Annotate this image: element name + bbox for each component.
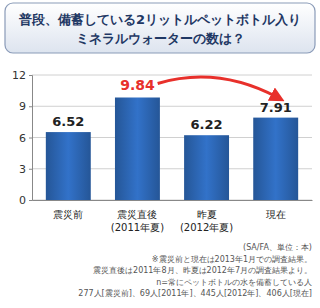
y-tick-label: 3	[19, 163, 26, 176]
y-tick-label: 9	[19, 100, 26, 113]
y-tick-mark	[29, 106, 32, 107]
y-tick-mark	[29, 75, 32, 76]
y-tick: 3	[19, 163, 32, 176]
y-tick-label: 0	[19, 194, 26, 207]
trend-arrow	[158, 77, 278, 98]
note: 震災直後は2011年8月、昨夏は2012年7月の調査結果より。	[93, 266, 312, 275]
y-tick-label: 6	[19, 132, 26, 145]
x-tick-label: 現在	[266, 209, 286, 220]
note: 277人[震災前]、69人[2011年]、445人[2012年]、406人[現在…	[78, 289, 312, 298]
x-axis-line	[33, 200, 313, 201]
x-tick: 震災前	[53, 200, 83, 220]
x-tick: 昨夏 (2012年夏)	[180, 200, 233, 233]
x-tick-label-line: 昨夏	[197, 209, 217, 220]
y-tick-mark	[29, 169, 32, 170]
y-tick: 6	[19, 132, 32, 145]
y-tick: 0	[19, 194, 32, 207]
bar	[115, 98, 160, 201]
data-label: 6.52	[52, 114, 84, 129]
x-tick-label-line: 震災前	[53, 209, 83, 220]
bar	[253, 118, 298, 200]
bars	[46, 98, 298, 201]
y-tick: 12	[12, 69, 32, 82]
title: 普段、備蓄している2リットルペットボトル入り	[18, 12, 301, 27]
grid-line	[32, 75, 312, 76]
x-tick: 現在	[266, 200, 286, 220]
title-box	[5, 3, 315, 53]
x-tick-label-line: (2011年夏)	[111, 222, 164, 233]
data-labels: 6.52 9.84 6.22 7.91	[52, 77, 291, 133]
title: ミネラルウォーターの数は？	[76, 31, 245, 46]
y-tick-label: 12	[12, 69, 26, 82]
data-label: 9.84	[120, 77, 155, 93]
x-tick-label: 昨夏 (2012年夏)	[180, 209, 233, 233]
x-tick-label-line: (2012年夏)	[180, 222, 233, 233]
x-tick-label-line: 現在	[266, 209, 286, 220]
y-tick-mark	[29, 200, 32, 201]
grid	[32, 75, 312, 200]
x-tick-label: 震災直後 (2011年夏)	[111, 209, 164, 233]
data-label: 6.22	[191, 117, 223, 132]
bar	[184, 135, 229, 200]
note: (SA/FA、単位：本)	[243, 243, 312, 252]
y-tick-mark	[29, 138, 32, 139]
y-axis-line	[29, 76, 33, 201]
chart: 普段、備蓄している2リットルペットボトル入りミネラルウォーターの数は？ 0 3 6 9 1…	[0, 0, 320, 308]
x-axis: 震災前 震災直後 (2011年夏) 昨夏 (2012年夏) 現在	[33, 200, 313, 233]
bar	[46, 132, 91, 200]
x-tick: 震災直後 (2011年夏)	[111, 200, 164, 233]
note: n=常にペットボトルの水を備蓄している人	[156, 278, 312, 287]
y-tick: 9	[19, 100, 32, 113]
y-axis: 0 3 6 9 12	[12, 69, 33, 207]
x-tick-label: 震災前	[53, 209, 83, 220]
data-label: 7.91	[260, 100, 292, 115]
note: ※震災前と現在は2013年1月での調査結果。	[152, 255, 312, 264]
x-tick-label-line: 震災直後	[117, 209, 157, 220]
